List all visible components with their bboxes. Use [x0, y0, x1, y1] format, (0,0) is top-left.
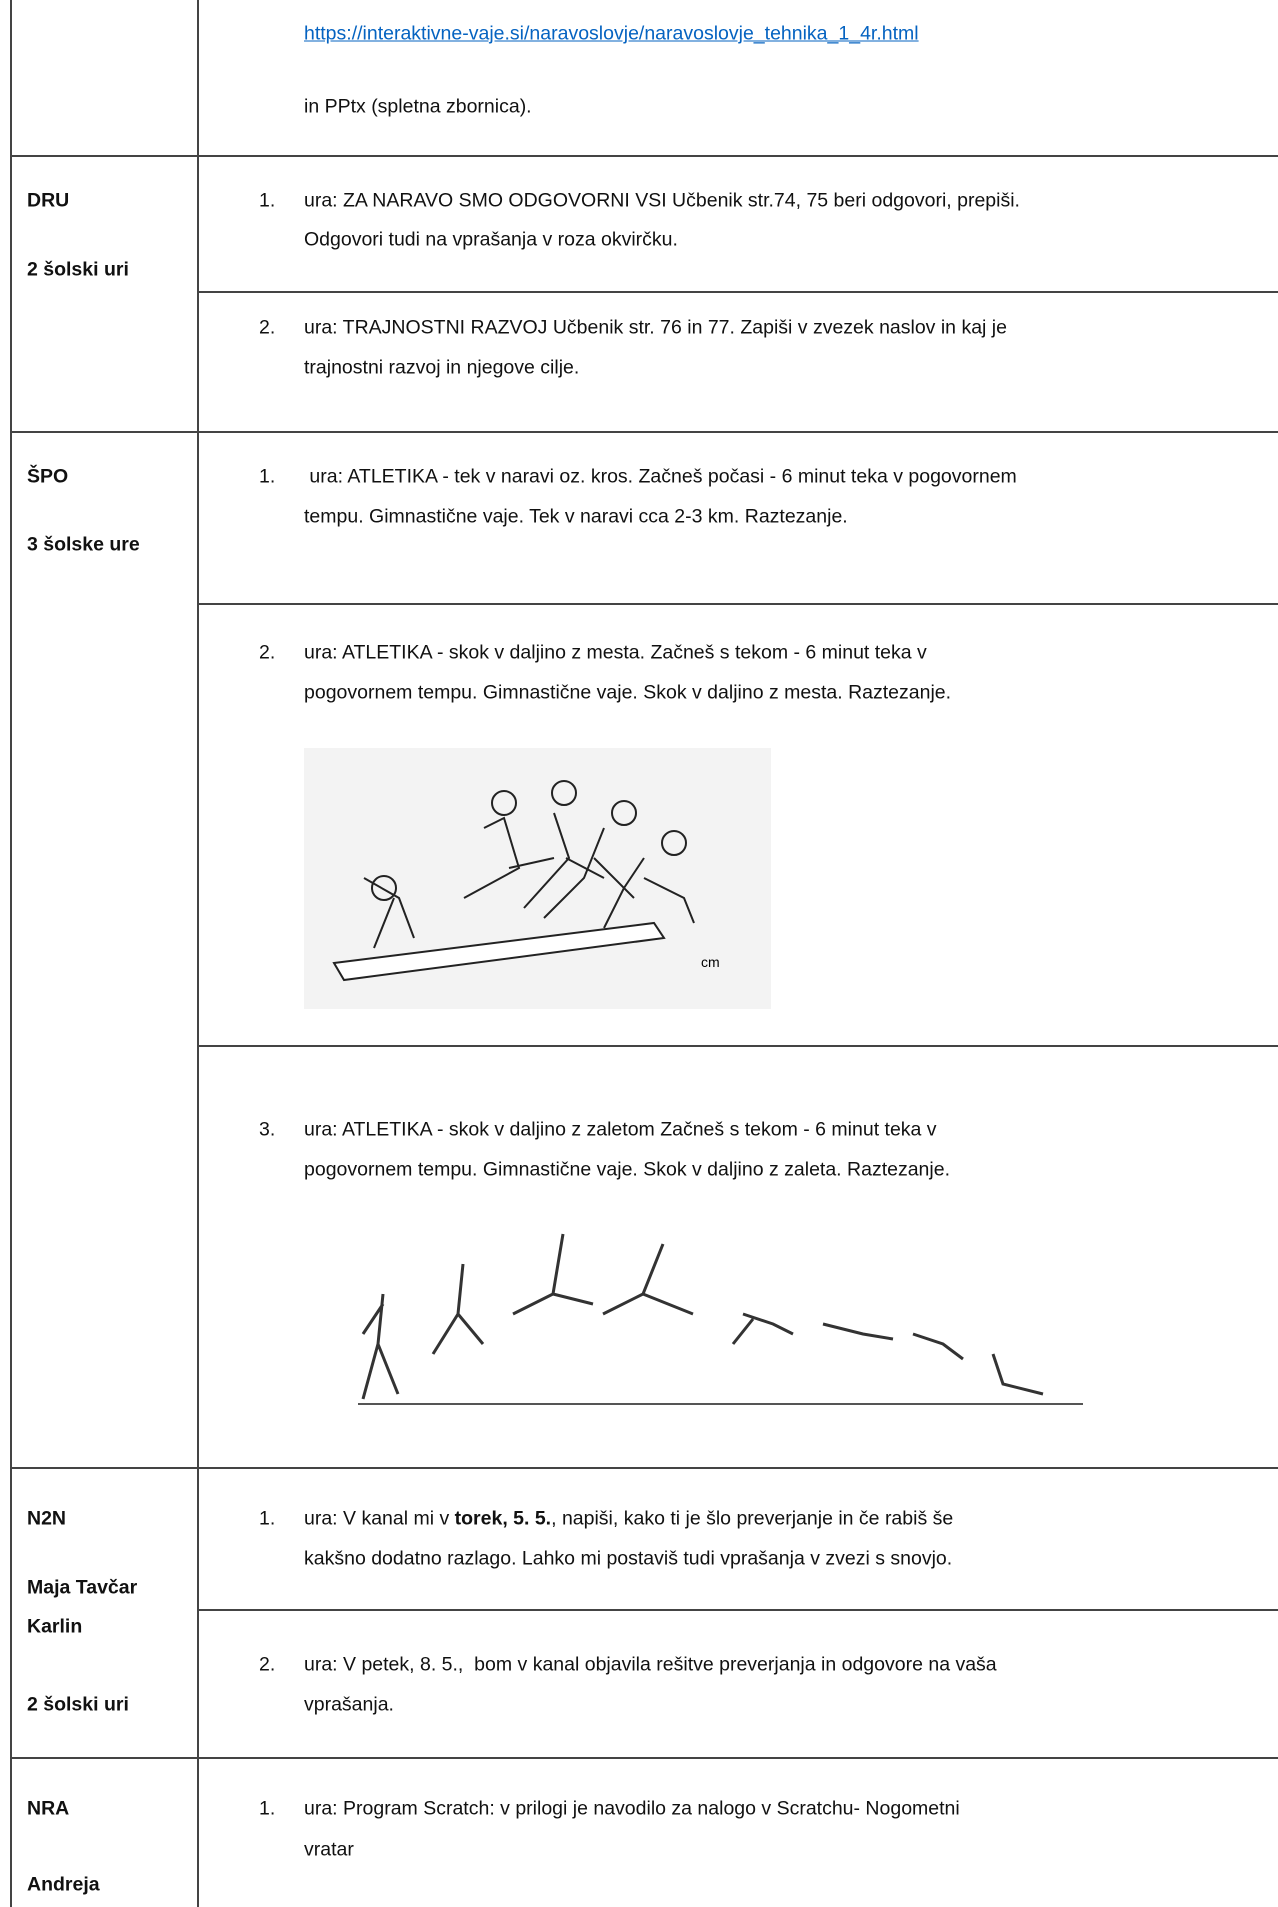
row-line	[10, 431, 1278, 433]
hours: 3 šolske ure	[27, 533, 140, 556]
row-line	[198, 1609, 1278, 1611]
row-line	[10, 1467, 1278, 1469]
text: tempu. Gimnastične vaje. Tek v naravi cc…	[304, 505, 848, 528]
text: pogovornem tempu. Gimnastične vaje. Skok…	[304, 681, 952, 704]
num: 1.	[259, 1507, 276, 1530]
text: ura: V kanal mi v torek, 5. 5., napiši, …	[304, 1508, 953, 1531]
text: ura: ATLETIKA - skok v daljino z mesta. …	[304, 641, 927, 664]
teacher: Andreja	[27, 1873, 100, 1896]
figure-label: cm	[701, 954, 720, 970]
subject: ŠPO	[27, 465, 69, 488]
text: ura: ATLETIKA - tek v naravi oz. kros. Z…	[304, 465, 1017, 488]
run-up-jump-figure	[358, 1233, 1083, 1405]
text: ura: ZA NARAVO SMO ODGOVORNI VSI Učbenik…	[304, 189, 1020, 212]
text-run: , napiši, kako ti je šlo preverjanje in …	[551, 1507, 954, 1530]
text: Odgovori tudi na vprašanja v roza okvirč…	[304, 228, 678, 251]
text: trajnostni razvoj in njegove cilje.	[304, 356, 580, 379]
text: kakšno dodatno razlago. Lahko mi postavi…	[304, 1547, 953, 1570]
hours: 2 šolski uri	[27, 1693, 129, 1716]
num: 1.	[259, 189, 276, 212]
teacher: Karlin	[27, 1615, 83, 1638]
row-line	[198, 603, 1278, 605]
long-jump-figure: cm	[304, 748, 771, 1009]
hours: 2 šolski uri	[27, 258, 129, 281]
bold-run: torek, 5. 5.	[454, 1507, 552, 1530]
border	[10, 0, 12, 1907]
num: 2.	[259, 316, 276, 339]
num: 2.	[259, 1653, 276, 1676]
subject: N2N	[27, 1507, 67, 1530]
num: 1.	[259, 1797, 276, 1820]
subject: NRA	[27, 1797, 70, 1820]
subject: DRU	[27, 189, 70, 212]
row-line	[198, 1045, 1278, 1047]
text: vratar	[304, 1838, 354, 1861]
column-divider	[197, 0, 199, 1907]
text: in PPtx (spletna zbornica).	[304, 95, 532, 118]
row-line	[10, 1757, 1278, 1759]
text: vprašanja.	[304, 1693, 394, 1716]
text: ura: ATLETIKA - skok v daljino z zaletom…	[304, 1118, 937, 1141]
text: ura: V petek, 8. 5., bom v kanal objavil…	[304, 1653, 997, 1676]
text-run: ura: V kanal mi v	[304, 1507, 455, 1530]
num: 1.	[259, 465, 276, 488]
text: ura: Program Scratch: v prilogi je navod…	[304, 1797, 960, 1820]
row-line	[198, 291, 1278, 293]
link[interactable]: https://interaktivne-vaje.si/naravoslovj…	[304, 22, 919, 45]
teacher: Maja Tavčar	[27, 1576, 138, 1599]
text: ura: TRAJNOSTNI RAZVOJ Učbenik str. 76 i…	[304, 316, 1007, 339]
row-line	[10, 155, 1278, 157]
num: 2.	[259, 641, 276, 664]
text: pogovornem tempu. Gimnastične vaje. Skok…	[304, 1158, 950, 1181]
num: 3.	[259, 1118, 276, 1141]
